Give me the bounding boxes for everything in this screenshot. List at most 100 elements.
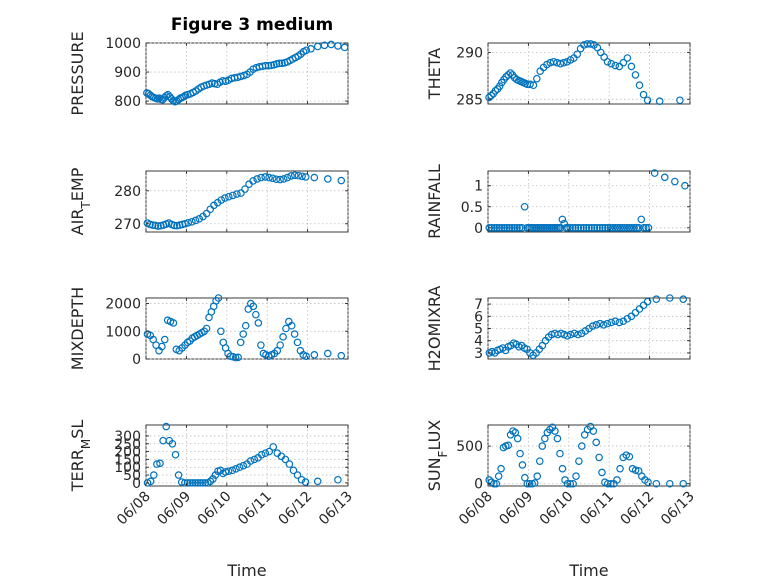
data-point [275,59,284,68]
data-point [551,427,559,435]
data-point [257,341,265,349]
data-point [513,223,521,232]
data-point [504,71,513,79]
y-tick-label: 1000 [105,36,141,52]
x-tick-label: 06/13 [658,489,698,529]
data-point [491,87,500,95]
y-tick-label: 280 [114,184,141,200]
y-tick-label: 0 [132,352,141,368]
y-tick-label: 500 [456,439,483,455]
data-point [290,330,299,338]
data-point [571,223,580,232]
data-point [287,172,295,180]
data-point [337,351,346,360]
data-point [169,96,178,105]
data-point [623,314,632,323]
data-point [592,438,601,447]
data-point [289,466,298,475]
data-point [615,318,624,327]
data-point [549,57,558,66]
data-point [302,352,310,361]
data-point [625,223,634,232]
data-point [639,90,648,99]
data-point [523,479,532,488]
data-point [186,479,194,487]
y-axis-label: TERRMSL [68,420,93,493]
data-point [619,317,628,325]
data-point [279,333,287,341]
data-point [257,450,266,459]
y-tick-label: 285 [456,92,483,108]
data-point [590,223,599,232]
data-point [606,223,615,232]
data-point [261,173,269,181]
data-point [293,471,302,479]
data-point [513,434,522,443]
data-point [199,479,207,487]
y-tick-label: 4 [474,334,483,350]
data-point [639,223,648,232]
data-point [618,223,627,232]
y-tick-label: 2000 [105,297,141,313]
data-point [616,223,624,232]
data-point [518,461,527,469]
data-point [158,342,166,351]
data-point [214,294,223,302]
data-point [231,353,240,362]
data-point [538,442,547,450]
data-point [188,217,196,226]
data-point [556,449,564,458]
data-point [202,324,211,333]
data-point [558,464,567,473]
data-point [268,174,277,183]
x-tick-label: 06/08 [114,489,154,529]
data-point [261,449,270,457]
data-point [574,330,582,339]
data-point [566,330,575,339]
data-point [505,223,514,232]
figure-title: Figure 3 medium [171,15,333,35]
data-point [485,93,493,102]
data-point [627,223,636,232]
y-axis-label: THETA [425,48,444,100]
data-point [558,215,567,224]
data-point [574,223,583,232]
data-point [334,42,342,50]
data-point [679,295,688,304]
data-point [635,223,643,232]
data-point [235,463,244,472]
plot-area [487,170,691,233]
y-tick-label: 900 [114,65,141,81]
x-axis-label: Time [568,561,608,580]
data-point [515,223,524,232]
data-point [596,319,604,328]
data-point [269,443,278,451]
data-point [494,472,503,481]
data-point [168,439,177,448]
data-point [631,466,640,474]
x-tick-label: 06/11 [235,489,275,529]
data-point [516,449,524,458]
data-point [607,318,616,327]
y-tick-label: 50 [123,468,141,484]
y-tick-label: 100 [114,460,141,476]
data-point [239,461,248,470]
data-point [191,479,200,487]
subplot-1: 800 900 1000 PRESSURE [68,31,349,116]
data-point [160,335,169,344]
data-point [323,175,332,183]
data-point [564,223,572,232]
data-point [665,479,674,488]
x-tick-label: 06/12 [618,489,658,529]
data-point [616,464,624,473]
data-point [181,219,189,228]
subplot-4: 0 0.5 1 RAINFALL [425,164,691,239]
data-point [153,460,161,468]
y-tick-label: 150 [114,452,141,468]
data-point [595,223,604,232]
data-point [493,223,501,232]
data-point [620,223,629,232]
data-point [234,353,242,362]
data-point [623,54,632,62]
